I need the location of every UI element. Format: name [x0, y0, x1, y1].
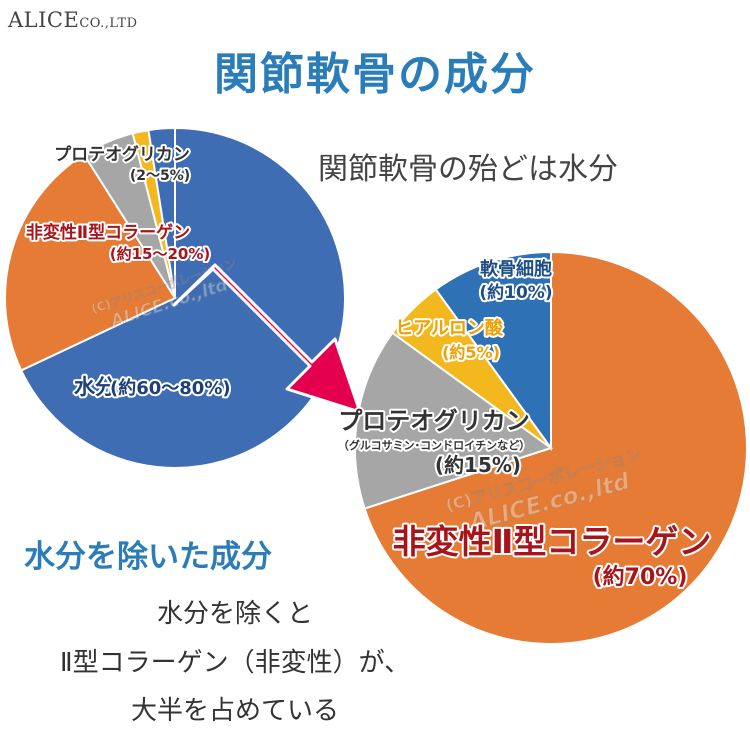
- pie2-label-chondrocyte: 軟骨細胞: [480, 258, 552, 280]
- pie2-detail-chondrocyte: (約10%): [479, 282, 552, 303]
- pie2-detail-hyaluronic: (約5%): [442, 343, 500, 362]
- pie1-detail-collagen: (約15〜20%): [110, 245, 211, 263]
- pie-chart-without-water: [354, 250, 748, 645]
- pie1-slice-1: [4, 153, 177, 372]
- pie1-detail-proteoglycan: (2〜5%): [130, 168, 190, 184]
- pie1-slice-4: [147, 126, 176, 299]
- pie2-sublabel-proteoglycan: （グルコサミン･コンドロイチンなど）: [338, 438, 530, 452]
- pie2-label-collagen: 非変性Ⅱ型コラーゲン: [393, 522, 712, 561]
- pie2-slice-3: [434, 250, 552, 452]
- pie1-label-collagen: 非変性Ⅱ型コラーゲン: [26, 222, 190, 243]
- description-line-3: 大半を占めている: [130, 696, 339, 726]
- section-heading: 水分を除いた成分: [24, 539, 272, 575]
- pie2-label-hyaluronic: ヒアルロン酸: [395, 317, 504, 339]
- arrow-icon: [172, 263, 362, 414]
- slice-labels: プロテオグリカン (2〜5%) 非変性Ⅱ型コラーゲン (約15〜20%) 水分(約60〜…: [24, 142, 713, 592]
- pie2-detail-collagen: (約70%): [593, 564, 688, 590]
- pie1-detail-water: (約60〜80%): [110, 377, 231, 399]
- chart-subtitle: 関節軟骨の殆どは水分: [318, 152, 618, 187]
- pie1-label-proteoglycan: プロテオグリカン: [54, 144, 190, 165]
- pie2-label-proteoglycan: プロテオグリカン: [338, 407, 530, 435]
- pie2-detail-proteoglycan: (約15%): [435, 453, 521, 477]
- arrow-shape: [172, 263, 362, 414]
- pie2-slice-1: [354, 331, 554, 510]
- brand-name: ALICE: [8, 8, 80, 32]
- description-line-2: Ⅱ型コラーゲン（非変性）が、: [59, 648, 411, 678]
- page-title: 関節軟骨の成分: [214, 49, 536, 100]
- pie1-label-water: 水分: [74, 375, 116, 399]
- brand-suffix: CO.,LTD: [79, 16, 138, 31]
- description-line-1: 水分を除くと: [156, 599, 313, 629]
- pie2-slice-0: [363, 250, 748, 645]
- brand-logo: ALICECO.,LTD: [8, 8, 138, 32]
